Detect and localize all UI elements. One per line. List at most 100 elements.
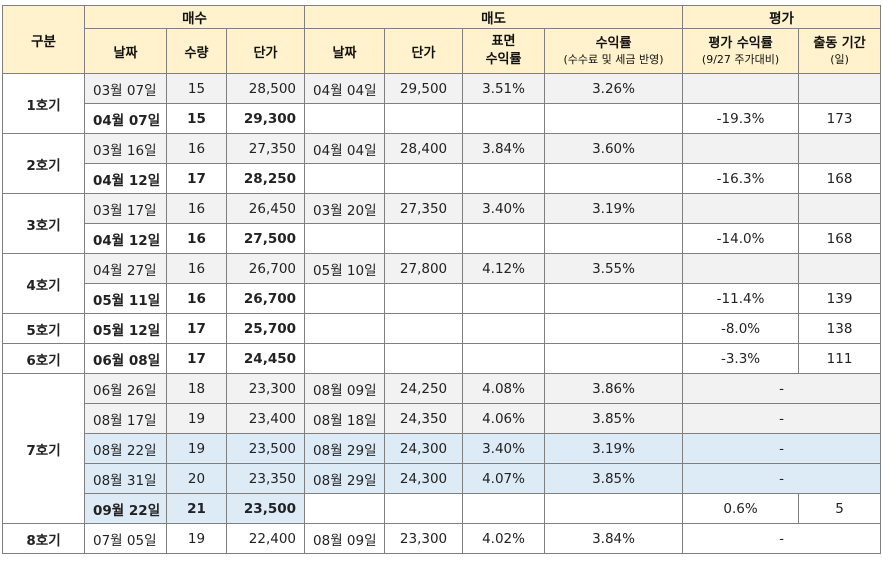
qty-cell: 15 [166,73,227,104]
buy-date-cell: 09월 22일 [84,493,167,524]
qty-cell: 16 [166,223,227,254]
surface-return-cell: 4.02% [462,523,546,554]
sell-date-cell: 05월 10일 [304,253,386,284]
surface-return-cell: 3.51% [462,73,546,104]
sell-price-cell: 24,350 [384,403,464,434]
surface-return-cell: 4.07% [462,463,546,494]
buy-date-cell: 03월 16일 [84,133,167,164]
sell-date-cell [304,493,386,524]
sell-date-cell: 08월 09일 [304,373,386,404]
eval-return-cell: - [682,463,882,494]
buy-date-cell: 06월 26일 [84,373,167,404]
sell-date-cell [304,223,386,254]
header-sell-price: 단가 [384,28,464,74]
sell-date-cell [304,103,386,134]
net-return-cell: 3.85% [544,403,684,434]
header-days-main: 출동 기간 [813,36,866,51]
header-days: 출동 기간 (일) [798,28,882,74]
days-cell [798,73,882,104]
header-surface-return: 표면 수익률 [462,28,546,74]
group-label: 6호기 [2,343,85,374]
group-label: 1호기 [2,73,85,134]
qty-cell: 19 [166,523,227,554]
buy-price-cell: 27,500 [225,223,306,254]
qty-cell: 21 [166,493,227,524]
buy-date-cell: 08월 22일 [84,433,167,464]
buy-price-cell: 23,300 [225,373,306,404]
buy-date-cell: 07월 05일 [84,523,167,554]
sell-price-cell [384,283,464,314]
qty-cell: 17 [166,343,227,374]
header-net-return: 수익률 (수수료 및 세금 반영) [544,28,684,74]
sell-price-cell [384,343,464,374]
qty-cell: 19 [166,403,227,434]
surface-return-cell [462,313,546,344]
eval-return-cell: - [682,373,882,404]
header-days-sub: (일) [830,53,849,66]
sell-date-cell: 04월 04일 [304,73,386,104]
sell-price-cell: 24,300 [384,433,464,464]
net-return-cell: 3.26% [544,73,684,104]
header-net-return-main: 수익률 [595,36,632,51]
group-label: 5호기 [2,313,85,344]
sell-price-cell [384,313,464,344]
days-cell: 173 [798,103,882,134]
sell-price-cell: 27,350 [384,193,464,224]
days-cell [798,193,882,224]
buy-date-cell: 08월 31일 [84,463,167,494]
sell-date-cell: 08월 29일 [304,463,386,494]
sell-date-cell: 08월 29일 [304,433,386,464]
net-return-cell: 3.85% [544,463,684,494]
qty-cell: 18 [166,373,227,404]
buy-date-cell: 06월 08일 [84,343,167,374]
sell-date-cell [304,283,386,314]
eval-return-cell: -8.0% [682,313,800,344]
header-surface-return-line2: 수익률 [485,52,522,67]
days-cell: 138 [798,313,882,344]
surface-return-cell: 3.84% [462,133,546,164]
eval-return-cell [682,193,800,224]
net-return-cell [544,283,684,314]
surface-return-cell [462,223,546,254]
qty-cell: 15 [166,103,227,134]
eval-return-cell: -19.3% [682,103,800,134]
buy-price-cell: 27,350 [225,133,306,164]
surface-return-cell [462,343,546,374]
buy-price-cell: 23,350 [225,463,306,494]
days-cell [798,253,882,284]
sell-date-cell [304,313,386,344]
sell-date-cell: 08월 09일 [304,523,386,554]
qty-cell: 17 [166,163,227,194]
days-cell: 5 [798,493,882,524]
group-label: 8호기 [2,523,85,554]
surface-return-cell: 3.40% [462,433,546,464]
eval-return-cell: -11.4% [682,283,800,314]
header-eval-return: 평가 수익률 (9/27 주가대비) [682,28,800,74]
eval-return-cell [682,73,800,104]
sell-price-cell: 29,500 [384,73,464,104]
net-return-cell: 3.84% [544,523,684,554]
surface-return-cell: 3.40% [462,193,546,224]
qty-cell: 17 [166,313,227,344]
buy-date-cell: 04월 12일 [84,163,167,194]
qty-cell: 19 [166,433,227,464]
buy-price-cell: 24,450 [225,343,306,374]
eval-return-cell: -3.3% [682,343,800,374]
eval-return-cell: - [682,403,882,434]
net-return-cell [544,103,684,134]
group-label: 4호기 [2,253,85,314]
days-cell: 168 [798,223,882,254]
net-return-cell [544,313,684,344]
qty-cell: 16 [166,283,227,314]
buy-date-cell: 04월 27일 [84,253,167,284]
days-cell: 111 [798,343,882,374]
buy-date-cell: 03월 07일 [84,73,167,104]
buy-price-cell: 25,700 [225,313,306,344]
surface-return-cell: 4.12% [462,253,546,284]
sell-date-cell [304,343,386,374]
group-label: 7호기 [2,373,85,524]
buy-price-cell: 28,500 [225,73,306,104]
buy-date-cell: 08월 17일 [84,403,167,434]
eval-return-cell [682,253,800,284]
eval-return-cell: 0.6% [682,493,800,524]
